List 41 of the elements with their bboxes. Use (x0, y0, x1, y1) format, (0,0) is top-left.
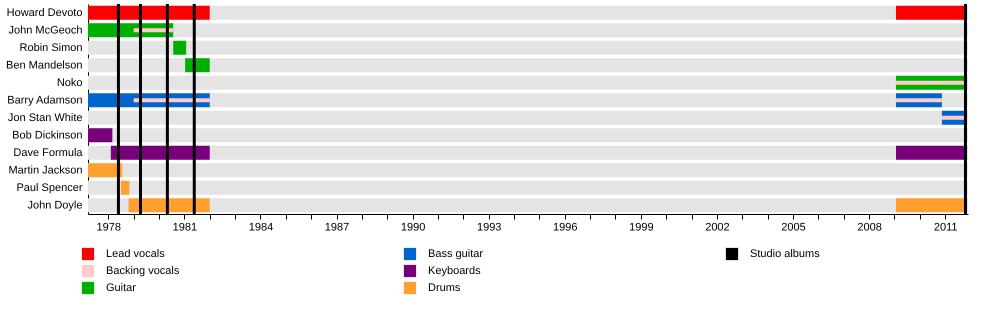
bar (896, 98, 942, 102)
legend-label: Guitar (106, 282, 136, 294)
legend-label: Drums (428, 282, 461, 294)
x-tick-label: 1996 (553, 222, 578, 234)
x-tick-label: 1993 (476, 222, 502, 234)
y-tick-label: Jon Stan White (8, 112, 82, 124)
bar (896, 146, 967, 160)
y-tick-label: Dave Formula (13, 146, 84, 159)
bar (896, 6, 967, 20)
x-tick-label: 2008 (857, 222, 882, 234)
bar (88, 163, 122, 178)
bar (173, 40, 186, 55)
bar (896, 198, 967, 212)
y-tick-label: Paul Spencer (16, 182, 83, 194)
bar (88, 6, 210, 20)
y-tick-label: Noko (56, 76, 82, 89)
y-tick-label: John McGeoch (8, 24, 82, 36)
y-tick-label: Barry Adamson (7, 94, 82, 106)
y-tick-label: Martin Jackson (8, 164, 82, 176)
y-tick-label: Bob Dickinson (12, 129, 82, 142)
bar (120, 180, 130, 195)
x-tick-label: 2002 (705, 222, 730, 234)
bar (88, 128, 112, 142)
legend-label: Keyboards (428, 265, 482, 277)
x-tick-label: 1981 (172, 222, 198, 234)
x-tick-label: 1990 (400, 222, 426, 234)
y-tick-label: Howard Devoto (6, 6, 82, 19)
legend-label: Bass guitar (428, 248, 484, 260)
y-tick-label: Ben Mandelson (6, 59, 82, 72)
legend-label: Lead vocals (106, 248, 166, 260)
legend-label: Backing vocals (106, 265, 180, 277)
x-tick-label: 1987 (324, 222, 350, 234)
y-tick-label: Robin Simon (20, 42, 82, 54)
y-tick-label: John Doyle (27, 199, 82, 212)
bar (896, 80, 967, 85)
x-tick-label: 1978 (96, 222, 122, 234)
x-tick-label: 2005 (781, 222, 806, 234)
legend-label: Studio albums (750, 248, 820, 260)
x-tick-label: 1984 (248, 222, 274, 234)
x-tick-label: 2011 (934, 222, 958, 234)
x-tick-label: 1999 (629, 222, 654, 234)
